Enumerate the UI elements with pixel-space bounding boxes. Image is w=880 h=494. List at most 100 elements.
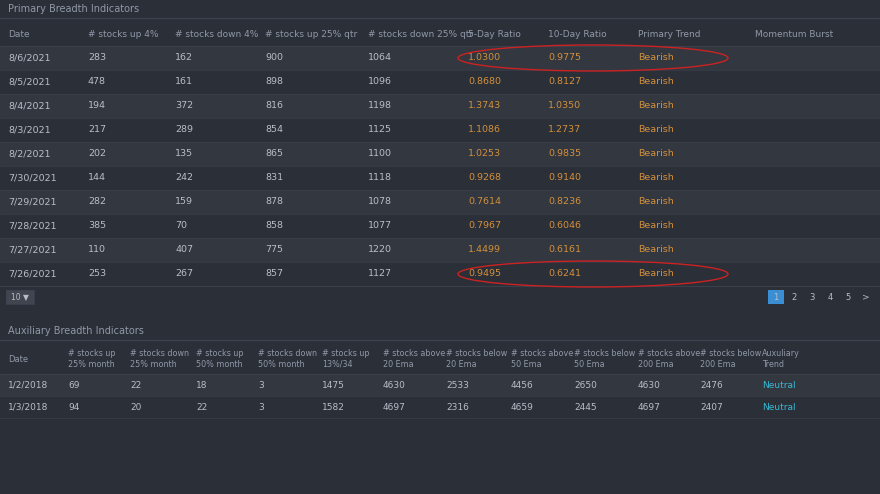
Text: 135: 135 <box>175 150 193 159</box>
Text: # stocks up 4%: # stocks up 4% <box>88 31 158 40</box>
Text: 50% month: 50% month <box>258 360 304 369</box>
Text: # stocks below: # stocks below <box>700 349 761 358</box>
Bar <box>0 344 880 374</box>
Text: 1077: 1077 <box>368 221 392 231</box>
Text: Bearish: Bearish <box>638 246 674 254</box>
Text: 2: 2 <box>791 292 796 301</box>
Bar <box>0 396 880 418</box>
Text: 478: 478 <box>88 78 106 86</box>
Text: 161: 161 <box>175 78 193 86</box>
Text: 10-Day Ratio: 10-Day Ratio <box>548 31 606 40</box>
Text: 7/26/2021: 7/26/2021 <box>8 270 56 279</box>
Text: 1.2737: 1.2737 <box>548 125 581 134</box>
Text: 4659: 4659 <box>511 403 534 412</box>
Text: # stocks up: # stocks up <box>68 349 115 358</box>
Text: 267: 267 <box>175 270 193 279</box>
Text: 857: 857 <box>265 270 283 279</box>
Text: # stocks below: # stocks below <box>446 349 507 358</box>
Text: 282: 282 <box>88 198 106 206</box>
Text: 144: 144 <box>88 173 106 182</box>
Text: 202: 202 <box>88 150 106 159</box>
Text: Bearish: Bearish <box>638 270 674 279</box>
Text: 1.0300: 1.0300 <box>468 53 501 63</box>
Bar <box>0 214 880 238</box>
Text: 22: 22 <box>196 403 208 412</box>
Text: 1.1086: 1.1086 <box>468 125 501 134</box>
Text: 8/2/2021: 8/2/2021 <box>8 150 50 159</box>
Text: 25% month: 25% month <box>68 360 114 369</box>
Text: 253: 253 <box>88 270 106 279</box>
Text: 283: 283 <box>88 53 106 63</box>
Text: Primary Breadth Indicators: Primary Breadth Indicators <box>8 4 139 14</box>
Text: # stocks above: # stocks above <box>511 349 573 358</box>
Text: # stocks down: # stocks down <box>130 349 189 358</box>
Text: Bearish: Bearish <box>638 53 674 63</box>
Text: 4697: 4697 <box>383 403 406 412</box>
Bar <box>0 0 880 18</box>
Text: 878: 878 <box>265 198 283 206</box>
Text: 1125: 1125 <box>368 125 392 134</box>
Text: 1064: 1064 <box>368 53 392 63</box>
Text: 0.8127: 0.8127 <box>548 78 581 86</box>
Text: 1127: 1127 <box>368 270 392 279</box>
Text: 854: 854 <box>265 125 283 134</box>
Text: 0.6161: 0.6161 <box>548 246 581 254</box>
Text: 20 Ema: 20 Ema <box>446 360 477 369</box>
Text: 8/5/2021: 8/5/2021 <box>8 78 50 86</box>
Text: 162: 162 <box>175 53 193 63</box>
Text: # stocks up 25% qtr: # stocks up 25% qtr <box>265 31 357 40</box>
Text: 22: 22 <box>130 380 142 389</box>
Bar <box>0 24 880 46</box>
Text: 0.7967: 0.7967 <box>468 221 501 231</box>
Text: 7/28/2021: 7/28/2021 <box>8 221 56 231</box>
Bar <box>0 94 880 118</box>
Text: Bearish: Bearish <box>638 173 674 182</box>
Text: 0.6046: 0.6046 <box>548 221 581 231</box>
Text: 3: 3 <box>258 403 264 412</box>
Text: 385: 385 <box>88 221 106 231</box>
Text: 8/6/2021: 8/6/2021 <box>8 53 50 63</box>
Bar <box>0 322 880 340</box>
Text: 2316: 2316 <box>446 403 469 412</box>
Text: Bearish: Bearish <box>638 125 674 134</box>
Bar <box>0 238 880 262</box>
Text: 3: 3 <box>810 292 815 301</box>
Text: Date: Date <box>8 355 28 364</box>
Text: 0.6241: 0.6241 <box>548 270 581 279</box>
Text: 217: 217 <box>88 125 106 134</box>
Text: Bearish: Bearish <box>638 78 674 86</box>
Text: 69: 69 <box>68 380 79 389</box>
Text: 900: 900 <box>265 53 283 63</box>
Text: 50 Ema: 50 Ema <box>511 360 541 369</box>
Text: # stocks below: # stocks below <box>574 349 635 358</box>
Text: 1078: 1078 <box>368 198 392 206</box>
Bar <box>0 46 880 70</box>
Text: 1220: 1220 <box>368 246 392 254</box>
Bar <box>0 70 880 94</box>
Bar <box>6 290 34 304</box>
Text: # stocks down 25% qtr: # stocks down 25% qtr <box>368 31 473 40</box>
Text: 110: 110 <box>88 246 106 254</box>
Text: 1475: 1475 <box>322 380 345 389</box>
Text: Auxuliary: Auxuliary <box>762 349 800 358</box>
Text: 3: 3 <box>258 380 264 389</box>
Text: 1.3743: 1.3743 <box>468 101 502 111</box>
Text: 1: 1 <box>774 292 779 301</box>
Text: Neutral: Neutral <box>762 380 796 389</box>
Bar <box>0 166 880 190</box>
Text: # stocks up: # stocks up <box>196 349 244 358</box>
Bar <box>6 290 34 304</box>
Text: 2650: 2650 <box>574 380 597 389</box>
Text: 10 ▼: 10 ▼ <box>11 292 29 301</box>
Text: # stocks down 4%: # stocks down 4% <box>175 31 259 40</box>
Text: Bearish: Bearish <box>638 150 674 159</box>
Text: 0.8236: 0.8236 <box>548 198 581 206</box>
Text: 2445: 2445 <box>574 403 597 412</box>
Text: 0.9495: 0.9495 <box>468 270 501 279</box>
Text: 0.9775: 0.9775 <box>548 53 581 63</box>
Text: Trend: Trend <box>762 360 784 369</box>
Text: 4: 4 <box>827 292 832 301</box>
Text: 20 Ema: 20 Ema <box>383 360 414 369</box>
Text: 200 Ema: 200 Ema <box>638 360 673 369</box>
Text: 1582: 1582 <box>322 403 345 412</box>
